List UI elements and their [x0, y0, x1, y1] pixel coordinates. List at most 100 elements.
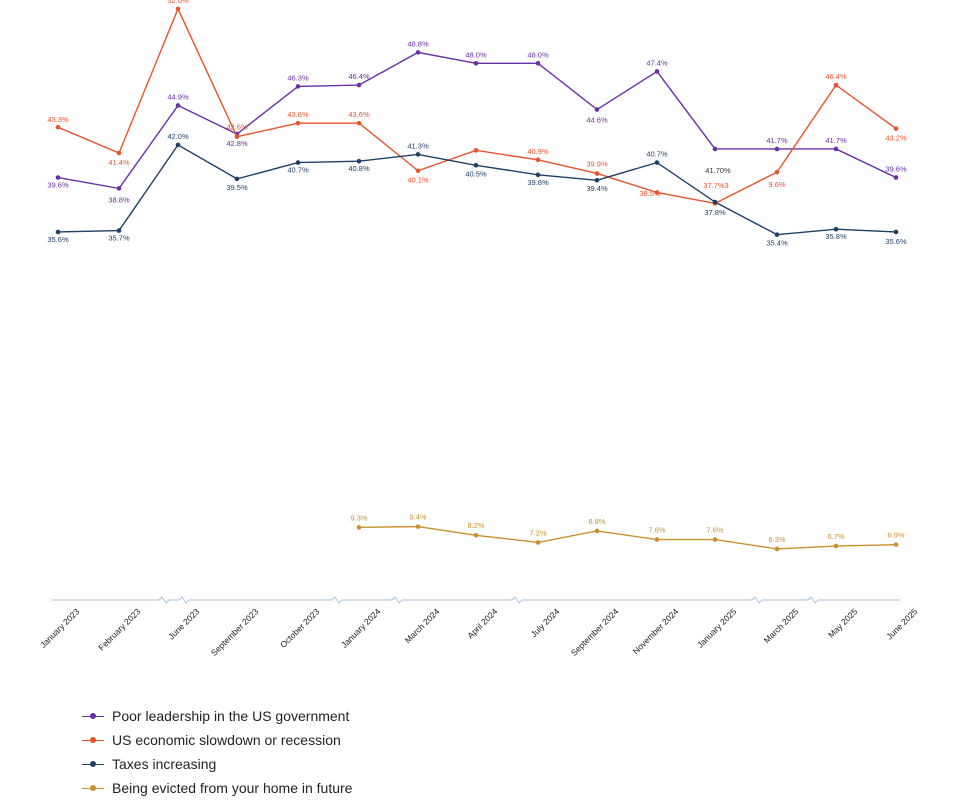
x-tick-label: March 2025 — [762, 606, 801, 645]
data-label: 7.6% — [706, 526, 723, 535]
data-point — [654, 190, 660, 195]
data-label: 35.6% — [47, 235, 69, 244]
data-point — [893, 126, 899, 131]
data-label: 39.5% — [226, 183, 248, 192]
data-point — [833, 543, 839, 549]
data-label: 46.4% — [825, 72, 847, 81]
data-point — [55, 175, 61, 180]
data-point — [594, 177, 600, 183]
legend-label: Being evicted from your home in future — [112, 780, 353, 796]
data-point — [473, 532, 479, 538]
data-label: 38.5% — [639, 189, 661, 198]
data-point — [415, 152, 421, 157]
data-point — [833, 146, 839, 152]
data-label: 6.3% — [768, 535, 785, 544]
data-label: 44.9% — [167, 92, 189, 101]
data-point — [234, 134, 240, 140]
data-point — [55, 124, 61, 130]
x-tick-label: April 2024 — [465, 606, 499, 640]
axis-break-icon — [391, 596, 403, 604]
axis-break-icon — [807, 596, 819, 604]
legend-item-recession: US economic slowdown or recession — [82, 728, 352, 752]
x-tick-label: June 2023 — [166, 606, 201, 641]
data-point — [833, 82, 839, 88]
legend-item-evicted: Being evicted from your home in future — [82, 776, 352, 800]
data-label: 40.7% — [287, 166, 309, 175]
data-point — [473, 163, 479, 168]
data-label: 35.4% — [766, 239, 788, 248]
x-tick-label: June 2025 — [884, 606, 919, 641]
data-label: 46.3% — [287, 73, 309, 82]
x-tick-label: January 2025 — [695, 606, 739, 650]
legend-item-leadership: Poor leadership in the US government — [82, 704, 352, 728]
data-label: 37.7%3 — [703, 181, 728, 190]
data-point — [535, 61, 541, 66]
data-label: 43.6% — [287, 110, 309, 119]
data-label: 9.6% — [768, 180, 785, 189]
data-point — [654, 69, 660, 74]
data-label: 7.2% — [529, 528, 546, 537]
data-label: 43.6% — [348, 110, 370, 119]
series-line — [358, 525, 897, 550]
data-label: 9.4% — [409, 513, 426, 522]
axis-break-icon — [178, 596, 190, 604]
legend-label: Taxes increasing — [112, 756, 217, 772]
data-point — [175, 103, 181, 108]
data-label: 39.6% — [47, 181, 69, 190]
data-point — [295, 84, 301, 89]
data-label: 37.8% — [704, 208, 726, 217]
data-point — [356, 82, 362, 88]
data-point — [712, 199, 718, 205]
data-label: 6.7% — [827, 532, 844, 541]
data-label: 41.3% — [407, 141, 429, 150]
data-point — [594, 528, 600, 534]
x-tick-label: January 2024 — [339, 606, 383, 650]
data-labels: 39.6% 38.8% 44.9% 42.8% 46.3% 46.4% 48.8% 48.0%… — [47, 0, 907, 544]
data-label: 38.8% — [108, 195, 130, 204]
data-point — [712, 537, 718, 542]
data-label: 47.4% — [646, 58, 668, 67]
data-label: 48.8% — [407, 39, 429, 48]
legend-label: Poor leadership in the US government — [112, 708, 350, 724]
data-point — [356, 120, 362, 126]
legend-marker-icon — [82, 711, 104, 721]
data-point — [415, 524, 421, 529]
data-label: 40.1% — [407, 176, 429, 185]
data-label: 44.6% — [586, 116, 608, 125]
data-point — [356, 525, 362, 530]
data-point — [234, 176, 240, 182]
series-line — [57, 143, 897, 236]
data-point — [594, 107, 600, 112]
data-point — [774, 232, 780, 237]
data-label: 7.6% — [648, 526, 665, 535]
data-label: 41.4% — [108, 158, 130, 167]
data-label: 41.70% — [705, 166, 731, 175]
legend-label: US economic slowdown or recession — [112, 732, 341, 748]
data-label: 40.5% — [465, 169, 487, 178]
data-point — [473, 61, 479, 66]
x-tick-label: February 2023 — [96, 606, 142, 652]
data-point — [473, 148, 479, 153]
x-tick-label: July 2024 — [529, 606, 562, 639]
data-label: 43.2% — [885, 134, 907, 143]
data-label: 40.8% — [348, 164, 370, 173]
data-point — [175, 142, 181, 148]
x-axis: January 2023 February 2023 June 2023 Septem… — [38, 596, 920, 658]
data-label: 8.8% — [588, 517, 605, 526]
x-tick-label: September 2024 — [569, 606, 621, 658]
data-label: 42.6% — [226, 123, 248, 132]
data-point — [295, 120, 301, 126]
data-point — [535, 540, 541, 545]
data-point — [654, 160, 660, 165]
data-point — [295, 160, 301, 165]
data-point — [712, 146, 718, 152]
data-point — [654, 537, 660, 542]
data-label: 41.7% — [825, 136, 847, 145]
data-label: 39.8% — [527, 178, 549, 187]
data-point — [415, 50, 421, 55]
x-tick-label: May 2025 — [826, 606, 860, 640]
data-point — [116, 228, 122, 233]
series-lines — [55, 6, 899, 552]
data-point — [535, 157, 541, 163]
